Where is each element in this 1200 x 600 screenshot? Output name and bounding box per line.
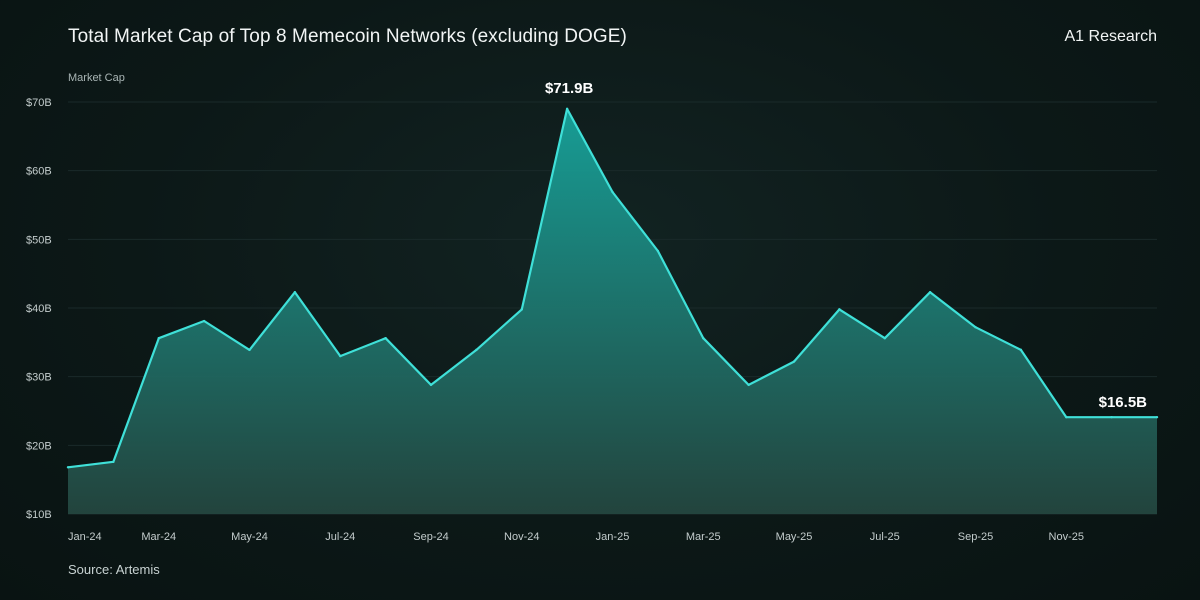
x-tick-label: Nov-25: [1049, 531, 1084, 543]
y-tick-label: $30B: [26, 372, 52, 384]
x-tick-label: May-24: [231, 531, 268, 543]
data-point: [1019, 348, 1023, 352]
market-cap-area: [68, 108, 1157, 515]
x-tick-label: May-25: [776, 531, 813, 543]
chart-title: Total Market Cap of Top 8 Memecoin Netwo…: [68, 26, 627, 47]
x-tick-label: Mar-25: [686, 531, 721, 543]
data-point: [520, 308, 523, 311]
annotations: $71.9B $16.5B: [545, 80, 1147, 411]
data-point: [1065, 415, 1068, 419]
data-point: [883, 337, 886, 340]
y-axis-label: Market Cap: [68, 72, 125, 84]
data-point: [248, 348, 251, 352]
x-tick-label: Jul-24: [325, 531, 355, 543]
data-point: [974, 326, 977, 329]
data-point: [339, 354, 342, 358]
y-tick-label: $60B: [26, 166, 52, 178]
data-point: [928, 291, 932, 294]
data-points: [66, 107, 1159, 469]
data-point: [747, 383, 750, 387]
x-tick-label: Nov-24: [504, 531, 539, 543]
x-tick-label: Jan-25: [596, 531, 630, 543]
value-annotation: $16.5B: [1099, 394, 1148, 411]
data-point: [157, 337, 160, 340]
data-point: [475, 348, 478, 352]
data-point: [202, 319, 206, 323]
x-tick-label: Jul-25: [870, 531, 900, 543]
source-note: Source: Artemis: [68, 562, 160, 577]
data-point: [565, 107, 569, 111]
x-axis-ticks: Jan-24 Mar-24 May-24 Jul-24 Sep-24 Nov-24 Jan-…: [68, 531, 1084, 543]
data-point: [792, 360, 796, 363]
y-tick-label: $70B: [26, 97, 52, 109]
x-tick-label: Sep-25: [958, 531, 993, 543]
data-point: [66, 466, 70, 469]
x-tick-label: Jan-24: [68, 531, 102, 543]
data-point: [384, 337, 387, 340]
data-point: [1155, 415, 1159, 419]
data-point: [429, 383, 433, 387]
data-point: [611, 190, 614, 194]
data-point: [1110, 415, 1113, 419]
y-tick-label: $50B: [26, 234, 52, 246]
y-axis-ticks: $10B $20B $30B $40B $50B $60B $70B: [26, 97, 52, 521]
data-point: [656, 249, 660, 253]
y-tick-label: $40B: [26, 303, 52, 315]
data-point: [838, 308, 841, 311]
data-point: [293, 291, 297, 294]
y-tick-label: $20B: [26, 440, 52, 452]
x-tick-label: Sep-24: [413, 531, 448, 543]
data-point: [702, 337, 705, 340]
y-tick-label: $10B: [26, 509, 52, 521]
x-tick-label: Mar-24: [141, 531, 176, 543]
data-point: [112, 460, 115, 464]
value-annotation: $71.9B: [545, 80, 594, 97]
brand-label: A1 Research: [1064, 28, 1158, 45]
